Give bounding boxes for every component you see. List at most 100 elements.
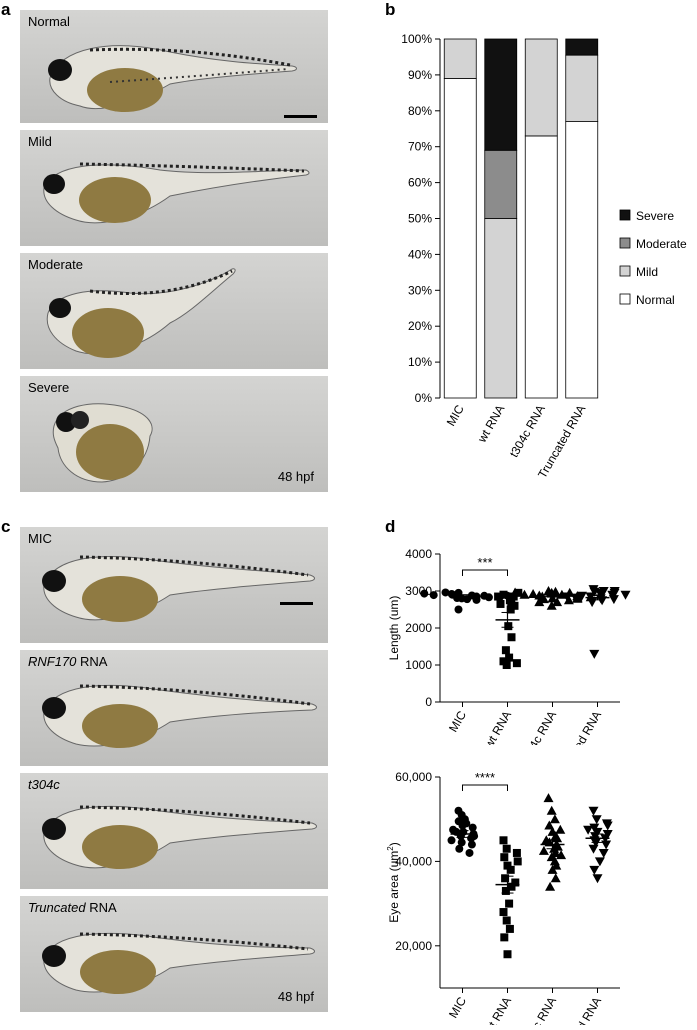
data-point [499,590,508,599]
data-point [501,874,510,883]
data-point [468,823,477,832]
data-point [512,659,521,668]
stacked-bar-chart: 0% 10% 20% 30% 40% 50% 60% 70% 80% 90% 100% MIC wt R… [401,32,687,481]
panel-label-a: a [1,0,11,19]
data-point [507,882,516,891]
data-point [528,588,539,598]
data-point [503,861,512,870]
x-tick-label: wt RNA [474,403,507,446]
legend-label: Normal [636,293,675,307]
y-axis-title: Length (um) [387,596,401,661]
zebrafish-mic-embryo [42,555,315,622]
zebrafish-photo-severe: Severe 48 hpf [20,376,328,492]
x-tick-label: wt RNA [481,995,514,1026]
data-point [494,592,503,601]
data-point [547,593,558,603]
zebrafish-photo-t304c: t304c [20,773,328,889]
y-axis-title-text: Eye area (um [387,851,401,923]
data-point [583,825,594,835]
data-point [620,590,631,600]
x-tick-label: Truncated RNA [551,995,604,1026]
panel-label-c: c [1,517,11,536]
y-tick-label: 2000 [405,621,432,635]
data-point [556,850,567,860]
y-axis-title-text: Length (um) [387,596,401,661]
eye-area-scatter-plot: 20,000 40,000 60,000 Eye area (um2) MIC wt RN… [386,770,620,1026]
y-tick-label: 10% [408,355,432,369]
legend-swatch [619,265,631,277]
data-point [505,653,514,662]
data-point [547,864,558,874]
data-point [519,589,530,599]
phenotype-label: Moderate [28,257,83,272]
legend-label: Mild [636,265,658,279]
data-point [546,600,557,610]
data-point [506,865,515,874]
data-point [591,815,602,825]
scale-bar [280,602,313,605]
zebrafish-t304c-embryo [42,805,317,869]
x-tick-label: Truncated RNA [551,709,604,746]
y-tick-label: 50% [408,212,432,226]
data-point [555,824,566,834]
y-tick-label: 40,000 [395,854,432,868]
data-point [590,838,601,848]
data-point [501,886,510,895]
zebrafish-truncated-embryo [42,932,315,994]
data-point [588,806,599,816]
data-point [570,593,581,603]
y-axis-title-end: ) [387,842,401,846]
panel-label-d: d [385,517,396,536]
data-point [500,933,509,942]
data-point [538,845,549,855]
gene-name: RNF170 [28,654,77,669]
bar-segment [443,38,477,79]
scale-bar [284,115,317,118]
y-tick-label: 40% [408,247,432,261]
bar-segment [484,218,518,399]
data-point [496,599,505,608]
data-point [563,595,574,605]
y-tick-label: 4000 [405,547,432,561]
data-point [467,840,476,849]
treatment-label: t304c [28,777,60,792]
bar-segment [565,38,599,56]
data-point [550,586,561,596]
y-tick-label: 0% [415,391,433,405]
significance-bracket [462,784,508,791]
data-point [502,916,511,925]
data-point [549,814,560,824]
data-point [608,595,619,605]
data-point [592,874,603,884]
bar-segment [565,121,599,399]
y-tick-label: 100% [401,32,432,46]
zebrafish-normal-embryo [48,45,297,112]
treatment-label: MIC [28,531,52,546]
data-point [504,622,513,631]
data-point [502,661,511,669]
data-point [420,589,429,598]
treatment-suffix: RNA [85,900,117,915]
legend-label: Severe [636,209,674,223]
y-tick-label: 70% [408,140,432,154]
data-point [465,848,474,857]
bar-segment [524,135,558,399]
data-point [545,881,556,891]
legend-swatch [619,209,631,221]
zebrafish-photo-mild: Mild [20,130,328,246]
data-point [552,597,563,607]
data-point [505,924,514,933]
x-tick-label: t304c RNA [507,403,548,460]
data-point [543,793,554,803]
treatment-label: Truncated RNA [28,900,117,915]
data-point [429,591,438,600]
data-point [501,646,510,655]
data-point [589,649,600,659]
y-tick-label: 0 [425,695,432,709]
y-axis-title-superscript: 2 [386,846,395,851]
zebrafish-photo-mic: MIC [20,527,328,643]
y-tick-label: 30% [408,283,432,297]
zebrafish-photo-moderate: Moderate [20,253,328,369]
phenotype-label: Normal [28,14,70,29]
data-point [588,844,599,854]
